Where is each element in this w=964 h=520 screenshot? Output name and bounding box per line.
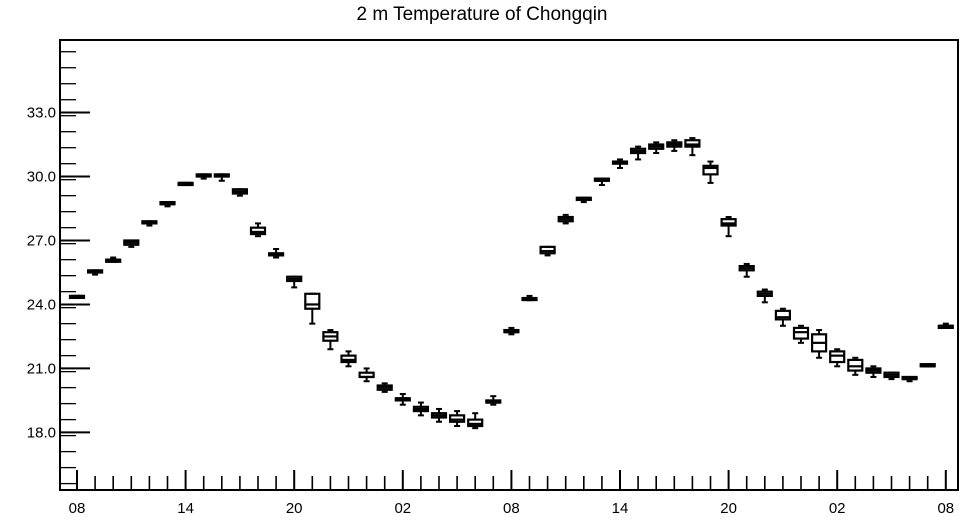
y-tick-label: 30.0 xyxy=(27,168,56,185)
box-item xyxy=(286,275,303,289)
y-tick-label: 33.0 xyxy=(27,105,56,122)
x-tick-label: 14 xyxy=(612,500,629,517)
x-tick-label: 14 xyxy=(177,500,194,517)
box-item xyxy=(412,401,429,417)
box-item xyxy=(376,382,393,393)
x-tick-label: 02 xyxy=(829,500,846,517)
plot-frame xyxy=(59,39,959,491)
box-item xyxy=(593,177,611,187)
box-item xyxy=(449,410,466,428)
box-item xyxy=(575,196,592,204)
box-item xyxy=(123,239,140,248)
box-item xyxy=(503,326,520,336)
box-series xyxy=(68,137,954,430)
box-item xyxy=(322,329,339,351)
box-item xyxy=(901,375,918,383)
y-tick-label: 24.0 xyxy=(27,296,56,313)
box-item xyxy=(847,356,864,376)
box-item xyxy=(774,307,792,327)
box-item xyxy=(304,292,321,325)
box-item xyxy=(340,350,357,368)
box-item xyxy=(919,363,936,368)
box-item xyxy=(231,188,248,197)
box-body xyxy=(702,164,719,176)
box-item xyxy=(883,371,900,381)
box-item xyxy=(86,269,104,276)
box-item xyxy=(810,329,828,359)
box-item xyxy=(702,160,719,184)
x-minor-ticks xyxy=(94,476,929,490)
x-tick-label: 20 xyxy=(286,500,303,517)
chart-title: 2 m Temperature of Chongqin xyxy=(356,4,608,25)
box-item xyxy=(829,348,846,368)
box-item xyxy=(539,245,556,257)
box-item xyxy=(666,139,683,152)
box-item xyxy=(159,200,176,208)
box-body xyxy=(304,292,321,310)
y-tick-label: 21.0 xyxy=(27,360,56,377)
box-item xyxy=(68,294,86,300)
box-item xyxy=(141,220,158,227)
box-item xyxy=(268,248,285,259)
box-item xyxy=(937,322,954,330)
box-item xyxy=(195,173,212,180)
box-item xyxy=(557,213,574,225)
box-item xyxy=(684,137,701,157)
box-item xyxy=(629,145,647,161)
y-axis: 18.0 21.0 24.0 27.0 30.0 33.0 xyxy=(27,105,90,441)
box-item xyxy=(105,256,122,263)
x-tick-label: 08 xyxy=(503,500,520,517)
box-item xyxy=(394,393,411,406)
x-axis: 08 14 20 02 08 14 20 02 08 xyxy=(69,470,954,517)
box-item xyxy=(249,222,267,238)
box-body xyxy=(774,309,792,321)
box-item xyxy=(756,288,773,304)
box-item xyxy=(865,365,882,378)
x-tick-label: 08 xyxy=(937,500,954,517)
x-tick-label: 02 xyxy=(394,500,411,517)
box-item xyxy=(358,367,375,383)
box-item xyxy=(430,407,448,423)
box-item xyxy=(521,294,538,302)
box-item xyxy=(738,262,755,278)
y-minor-ticks xyxy=(60,51,76,485)
y-tick-label: 18.0 xyxy=(27,424,56,441)
box-item xyxy=(213,173,230,182)
y-tick-label: 27.0 xyxy=(27,232,56,249)
box-item xyxy=(720,216,737,238)
box-item xyxy=(611,158,629,169)
box-item xyxy=(485,395,502,406)
box-item xyxy=(467,412,484,430)
box-item xyxy=(792,324,810,344)
x-tick-label: 08 xyxy=(69,500,86,517)
box-item xyxy=(648,141,665,155)
box-item xyxy=(177,181,194,187)
x-tick-label: 20 xyxy=(720,500,737,517)
